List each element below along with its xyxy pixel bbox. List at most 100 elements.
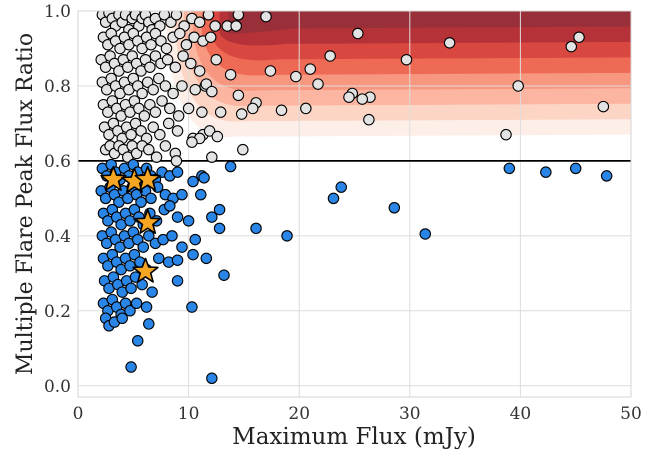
data-point [136, 87, 148, 100]
data-point [213, 203, 226, 216]
data-point [264, 65, 277, 77]
data-point [214, 106, 227, 118]
data-point [124, 305, 136, 317]
data-point [143, 318, 155, 330]
y-tick-label: 0.4 [44, 227, 71, 247]
x-tick-label: 40 [510, 404, 532, 424]
data-point [187, 248, 199, 261]
data-point [213, 222, 226, 235]
data-point [164, 102, 176, 115]
star-marker [100, 165, 127, 191]
data-point [171, 275, 184, 287]
data-point [512, 80, 524, 92]
data-point [172, 110, 185, 122]
data-point [218, 269, 230, 281]
data-point [196, 106, 208, 118]
data-point [182, 215, 195, 227]
data-point [186, 136, 198, 148]
plot-frame [77, 10, 632, 398]
x-tick-label: 30 [399, 404, 421, 424]
data-point [154, 128, 166, 141]
y-tick-label: 0.2 [44, 302, 71, 322]
data-point [198, 172, 210, 184]
data-point [143, 143, 155, 156]
data-point [300, 102, 312, 115]
data-point [189, 83, 201, 96]
data-point [206, 151, 218, 163]
y-tick-label: 1.0 [44, 2, 71, 22]
data-point [250, 222, 262, 235]
data-point [232, 89, 245, 102]
x-tick-label: 50 [620, 404, 642, 424]
data-point [177, 50, 189, 62]
data-point [143, 230, 155, 242]
data-point [149, 106, 162, 118]
data-point [169, 61, 182, 73]
y-tick-label: 0.0 [44, 377, 71, 397]
x-tick-label: 0 [73, 404, 84, 424]
data-point [352, 27, 364, 40]
data-point [281, 230, 293, 242]
data-point [170, 11, 183, 21]
data-point [180, 38, 193, 51]
data-point [275, 104, 288, 117]
data-point [388, 201, 401, 214]
data-point [203, 125, 216, 137]
data-point [600, 170, 613, 182]
data-point [290, 70, 302, 83]
shading-band [228, 11, 631, 34]
data-point [356, 93, 368, 105]
data-point [147, 83, 159, 96]
data-point [144, 61, 156, 73]
data-point [193, 65, 206, 77]
x-axis-label: Maximum Flux (mJy) [232, 424, 476, 449]
data-point [324, 50, 336, 62]
data-point [171, 211, 184, 223]
star-marker [132, 257, 159, 283]
data-point [230, 20, 242, 32]
y-tick-label: 0.8 [44, 77, 71, 97]
data-point [209, 20, 221, 32]
y-tick-label: 0.6 [44, 152, 71, 172]
data-point [304, 63, 317, 75]
data-point [224, 160, 237, 173]
data-point [166, 230, 178, 242]
data-point [419, 228, 432, 240]
data-point [130, 297, 143, 310]
data-point [569, 162, 582, 175]
data-point [160, 42, 173, 55]
data-point [597, 100, 610, 113]
data-point [187, 175, 199, 188]
data-point [158, 11, 171, 21]
data-point [171, 125, 184, 137]
data-point [202, 11, 215, 21]
data-point [145, 192, 157, 205]
data-point [162, 117, 175, 130]
data-point [565, 40, 578, 53]
data-point [312, 78, 324, 90]
data-point [137, 241, 150, 253]
data-point [573, 31, 585, 43]
data-point [193, 16, 206, 28]
data-point [195, 188, 207, 201]
data-point [540, 166, 552, 178]
data-point [159, 80, 172, 92]
x-tick-label: 10 [178, 404, 200, 424]
data-point [159, 140, 172, 152]
data-point [164, 200, 176, 212]
data-point [363, 113, 375, 126]
y-axis-ticks: 0.0 0.2 0.4 0.6 0.8 1.0 [44, 2, 71, 397]
data-point [125, 282, 137, 295]
data-point [186, 301, 198, 313]
background-shading [166, 11, 631, 137]
data-point [135, 196, 147, 208]
data-point [152, 252, 165, 265]
data-point [147, 121, 159, 133]
data-point [335, 181, 347, 193]
data-point [200, 252, 213, 265]
data-point [235, 108, 248, 120]
data-point [131, 335, 144, 347]
data-point [182, 102, 195, 115]
